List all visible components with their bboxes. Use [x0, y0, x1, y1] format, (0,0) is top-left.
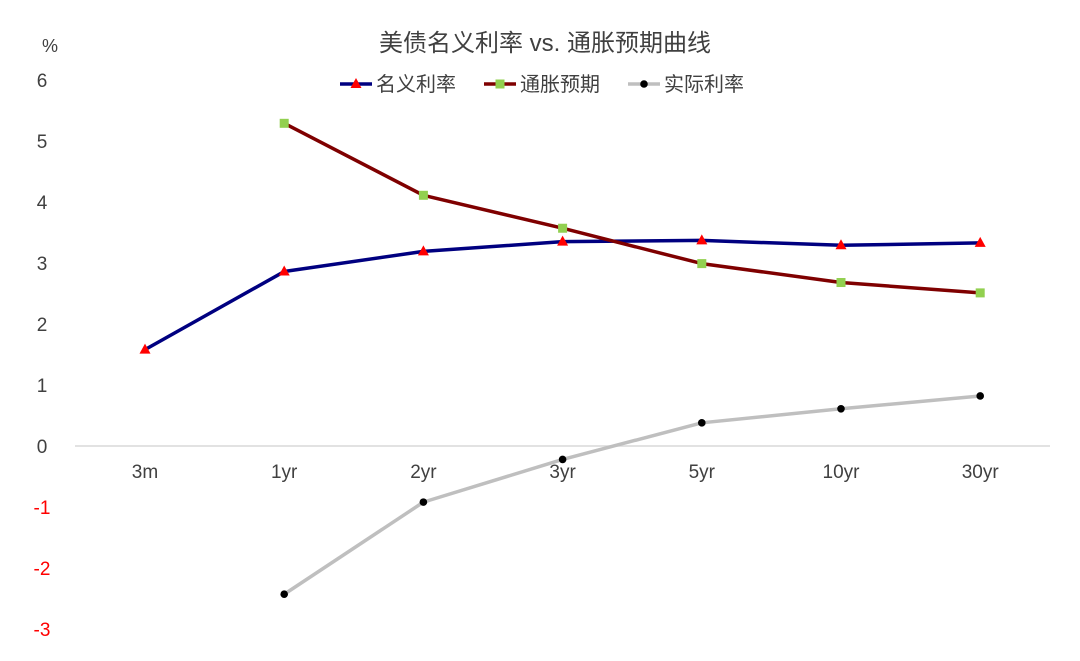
data-point-marker [837, 404, 845, 413]
x-tick-label: 10yr [823, 462, 861, 483]
y-tick-label: -2 [34, 559, 51, 580]
data-point-marker [139, 343, 151, 354]
legend-label: 实际利率 [664, 73, 744, 96]
legend-marker-swatch [640, 80, 648, 88]
data-point-marker [835, 239, 847, 250]
x-tick-label: 30yr [962, 462, 1000, 483]
y-tick-label: -3 [34, 620, 51, 641]
series-lines [143, 121, 982, 596]
data-point-marker [976, 392, 984, 400]
y-tick-label: 2 [37, 315, 48, 336]
data-point-marker [974, 236, 986, 247]
x-tick-label: 1yr [271, 462, 298, 483]
y-axis-ticks: -3 -2 -1 0 1 2 3 4 5 6 [34, 71, 51, 641]
chart-title: 美债名义利率 vs. 通胀预期曲线 [379, 30, 711, 57]
series-line-3 [282, 394, 982, 596]
x-axis-ticks: 3m 1yr 2yr 3yr 5yr 10yr 30yr [132, 462, 1000, 483]
data-point-marker [418, 190, 428, 200]
series-markers [139, 118, 986, 599]
y-tick-label: 5 [37, 132, 48, 153]
data-point-marker [696, 234, 708, 245]
data-point-marker [557, 235, 569, 246]
series-line-1 [143, 238, 982, 352]
y-axis-unit-label: % [42, 36, 58, 56]
data-point-marker [697, 259, 707, 269]
y-tick-label: -1 [34, 498, 51, 519]
data-point-marker [975, 288, 985, 298]
legend-marker-swatch [350, 78, 362, 88]
x-tick-label: 3yr [549, 462, 576, 483]
legend-marker-swatch [495, 79, 505, 89]
data-point-marker [280, 590, 289, 599]
data-point-marker [558, 455, 567, 464]
data-point-marker [836, 278, 846, 288]
data-point-marker [419, 498, 428, 506]
legend-label: 名义利率 [376, 73, 456, 96]
data-point-marker [417, 245, 429, 256]
y-tick-label: 4 [37, 193, 48, 214]
data-point-marker [279, 118, 289, 128]
legend-label: 通胀预期 [520, 73, 600, 96]
legend-item: 实际利率 [628, 73, 744, 96]
series-line-2 [282, 121, 982, 295]
y-tick-label: 1 [37, 376, 48, 397]
x-tick-label: 5yr [689, 462, 716, 483]
legend-item: 名义利率 [340, 73, 456, 96]
data-point-marker [558, 223, 568, 233]
y-tick-label: 0 [37, 437, 48, 458]
x-tick-label: 2yr [410, 462, 437, 483]
y-tick-label: 6 [37, 71, 48, 92]
data-point-marker [278, 265, 290, 276]
legend-item: 通胀预期 [484, 73, 600, 96]
data-point-marker [698, 419, 706, 427]
x-tick-label: 3m [132, 462, 158, 483]
legend: 名义利率 通胀预期 实际利率 [340, 73, 744, 96]
y-tick-label: 3 [37, 254, 48, 275]
